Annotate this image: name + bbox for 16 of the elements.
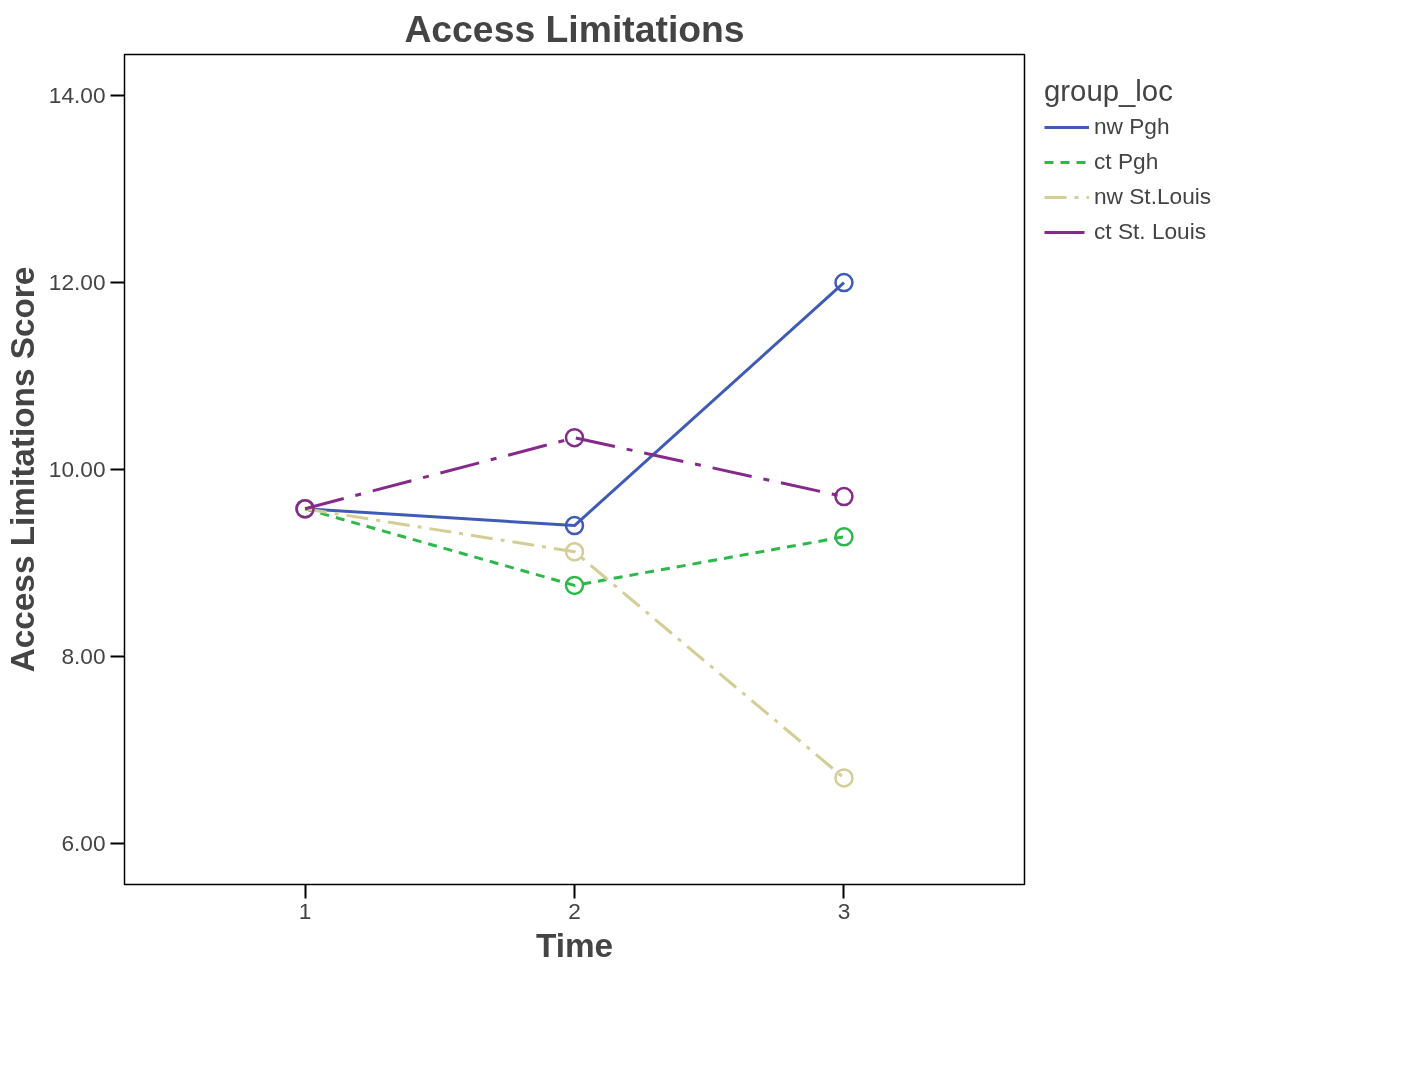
chart-title: Access Limitations <box>404 7 745 50</box>
legend-label: ct St. Louis <box>1094 218 1207 245</box>
x-tick-label: 3 <box>837 897 851 924</box>
legend-label: nw Pgh <box>1094 113 1170 140</box>
legend-label: nw St.Louis <box>1094 183 1212 210</box>
y-tick-label: 8.00 <box>61 642 106 669</box>
y-tick-label: 12.00 <box>48 269 106 296</box>
y-tick-label: 14.00 <box>48 82 106 109</box>
x-axis-title: Time <box>535 926 614 964</box>
y-tick-label: 6.00 <box>61 829 106 856</box>
x-tick-label: 2 <box>568 897 581 924</box>
legend-title: group_loc <box>1044 74 1174 108</box>
legend-label: ct Pgh <box>1094 148 1159 175</box>
y-axis-title: Access Limitations Score <box>3 266 41 673</box>
y-tick-label: 10.00 <box>48 456 106 482</box>
x-tick-label: 1 <box>298 897 312 924</box>
